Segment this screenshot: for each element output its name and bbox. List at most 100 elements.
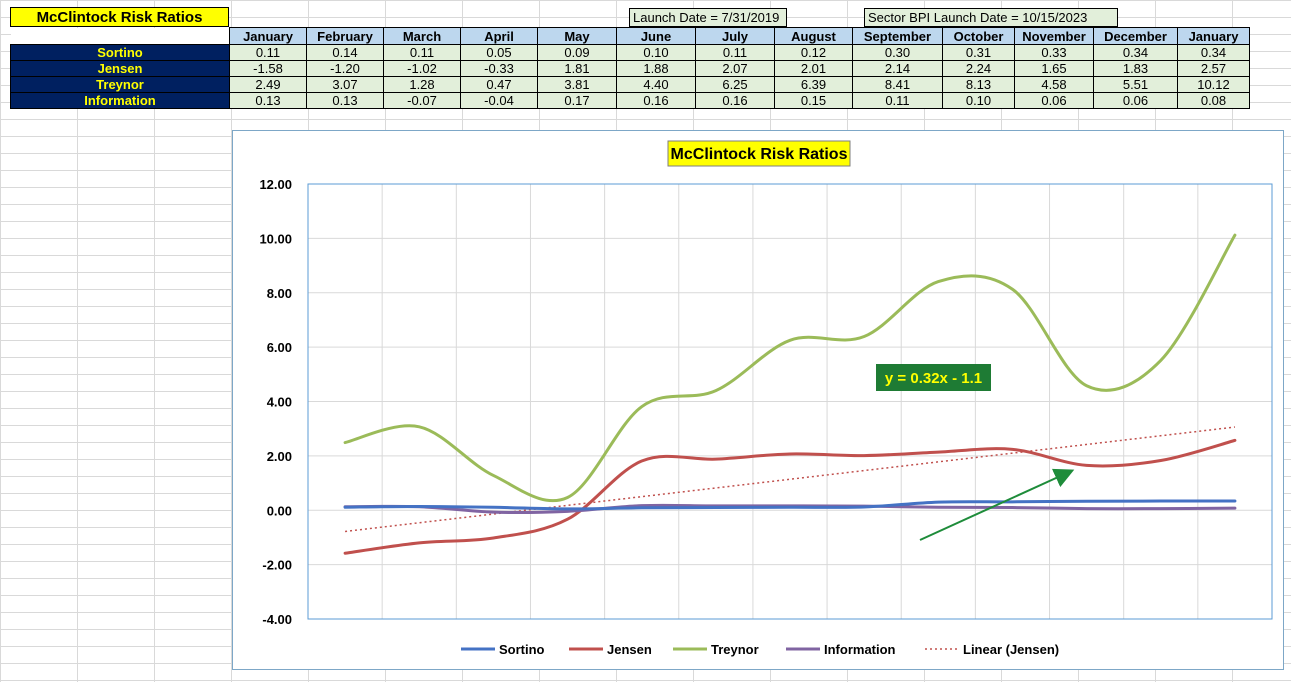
chart-title: McClintock Risk Ratios [671,146,848,163]
y-tick-label: 6.00 [267,340,292,355]
y-tick-label: 12.00 [259,177,292,192]
table-cell[interactable]: 1.28 [383,76,461,93]
table-cell[interactable]: 2.49 [229,76,307,93]
table-cell[interactable]: 0.15 [774,92,853,109]
table-cell[interactable]: 0.06 [1093,92,1178,109]
chart-area[interactable]: 12.00 10.00 8.00 6.00 4.00 2.00 0.00 -2.00 -4.00… [232,130,1284,670]
row-label[interactable]: Sortino [10,44,230,61]
month-header[interactable]: October [942,27,1015,45]
equation-box [876,364,991,391]
table-cell[interactable]: 0.13 [306,92,384,109]
table-row: Treynor 2.49 3.07 1.28 0.47 3.81 4.40 6.25 6.39 8… [10,76,1250,93]
equation-label: y = 0.32x - 1.1 [885,370,982,387]
row-label[interactable]: Jensen [10,60,230,77]
table-cell[interactable]: 2.24 [942,60,1015,77]
table-cell[interactable]: 0.11 [695,44,775,61]
month-header[interactable]: June [616,27,696,45]
sector-launch-date-cell[interactable]: Sector BPI Launch Date = 10/15/2023 [864,8,1118,27]
table-cell[interactable]: 1.81 [537,60,617,77]
table-cell[interactable]: 0.10 [942,92,1015,109]
legend-label: Treynor [711,642,759,657]
y-tick-label: 2.00 [267,449,292,464]
month-header[interactable]: January [229,27,307,45]
table-cell[interactable]: 0.16 [695,92,775,109]
table-cell[interactable]: 0.31 [942,44,1015,61]
month-header[interactable]: January [1177,27,1250,45]
table-cell[interactable]: 1.83 [1093,60,1178,77]
table-cell[interactable]: 3.07 [306,76,384,93]
y-tick-label: -4.00 [262,612,292,627]
table-cell[interactable]: 0.12 [774,44,853,61]
table-cell[interactable]: 0.11 [383,44,461,61]
table-cell[interactable]: 8.41 [852,76,943,93]
header-blank-cell[interactable] [10,27,230,45]
row-label[interactable]: Information [10,92,230,109]
line-chart: 12.00 10.00 8.00 6.00 4.00 2.00 0.00 -2.00 -4.00… [259,140,1273,657]
table-cell[interactable]: 0.17 [537,92,617,109]
month-header[interactable]: May [537,27,617,45]
month-header[interactable]: December [1093,27,1178,45]
table-cell[interactable]: 0.11 [852,92,943,109]
table-cell[interactable]: -1.58 [229,60,307,77]
table-cell[interactable]: 2.07 [695,60,775,77]
y-tick-label: -2.00 [262,558,292,573]
table-cell[interactable]: 2.01 [774,60,853,77]
table-cell[interactable]: 0.47 [460,76,538,93]
legend-label: Sortino [499,642,545,657]
table-cell[interactable]: 0.11 [229,44,307,61]
series-line-sortino [343,499,1237,511]
legend-label: Jensen [607,642,652,657]
table-cell[interactable]: 6.25 [695,76,775,93]
table-cell[interactable]: 8.13 [942,76,1015,93]
legend-label: Linear (Jensen) [963,642,1059,657]
table-cell[interactable]: 3.81 [537,76,617,93]
table-cell[interactable]: 6.39 [774,76,853,93]
table-cell[interactable]: 0.06 [1014,92,1094,109]
table-cell[interactable]: 0.10 [616,44,696,61]
table-cell[interactable]: -1.02 [383,60,461,77]
table-cell[interactable]: 0.14 [306,44,384,61]
table-cell[interactable]: -1.20 [306,60,384,77]
month-header[interactable]: August [774,27,853,45]
ratios-table: January February March April May June July Augu… [10,27,1250,109]
table-cell[interactable]: 0.13 [229,92,307,109]
table-cell[interactable]: 5.51 [1093,76,1178,93]
month-header[interactable]: September [852,27,943,45]
month-header[interactable]: February [306,27,384,45]
table-cell[interactable]: 2.57 [1177,60,1250,77]
y-tick-label: 10.00 [259,231,292,246]
table-cell[interactable]: 2.14 [852,60,943,77]
month-header[interactable]: March [383,27,461,45]
table-row: Jensen -1.58 -1.20 -1.02 -0.33 1.81 1.88 2.07 2.… [10,60,1250,77]
jensen-trendline [344,426,1236,533]
table-cell[interactable]: 0.05 [460,44,538,61]
y-tick-label: 4.00 [267,395,292,410]
table-cell[interactable]: 0.08 [1177,92,1250,109]
table-cell[interactable]: -0.04 [460,92,538,109]
plot-border [307,183,1273,620]
annotation-arrow [919,468,1075,541]
table-cell[interactable]: 1.88 [616,60,696,77]
launch-date-cell[interactable]: Launch Date = 7/31/2019 [629,8,787,27]
table-cell[interactable]: 0.34 [1177,44,1250,61]
chart-title-box [667,140,851,167]
table-row: Sortino 0.11 0.14 0.11 0.05 0.09 0.10 0.11 0.12 0… [10,44,1250,61]
y-tick-label: 0.00 [267,503,292,518]
table-cell[interactable]: -0.07 [383,92,461,109]
month-header[interactable]: July [695,27,775,45]
table-cell[interactable]: 0.16 [616,92,696,109]
table-cell[interactable]: -0.33 [460,60,538,77]
table-cell[interactable]: 4.58 [1014,76,1094,93]
row-label[interactable]: Treynor [10,76,230,93]
table-cell[interactable]: 0.30 [852,44,943,61]
table-cell[interactable]: 10.12 [1177,76,1250,93]
table-cell[interactable]: 0.09 [537,44,617,61]
month-header[interactable]: November [1014,27,1094,45]
series-line-jensen [343,438,1237,555]
sheet-title[interactable]: McClintock Risk Ratios [10,7,229,27]
table-cell[interactable]: 0.34 [1093,44,1178,61]
month-header[interactable]: April [460,27,538,45]
table-cell[interactable]: 1.65 [1014,60,1094,77]
table-cell[interactable]: 4.40 [616,76,696,93]
table-cell[interactable]: 0.33 [1014,44,1094,61]
